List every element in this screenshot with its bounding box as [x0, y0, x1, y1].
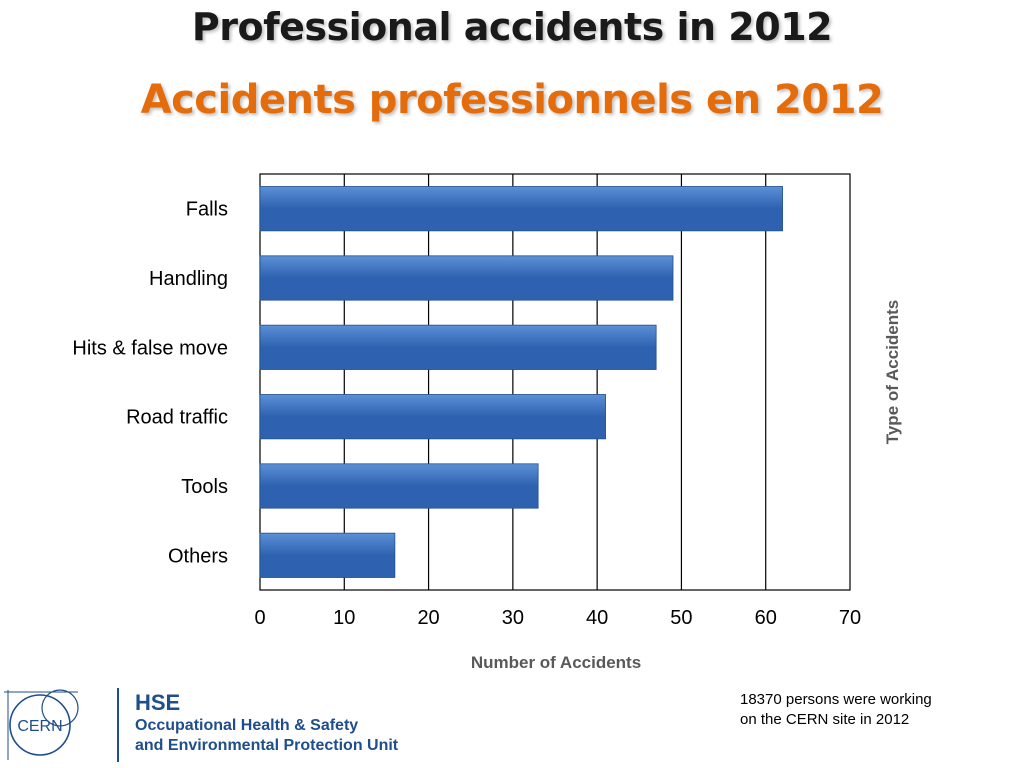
x-tick-label: 0 — [254, 607, 265, 629]
x-tick-label: 60 — [755, 607, 777, 629]
category-label: Hits & false move — [72, 337, 228, 359]
chart-grid — [259, 173, 851, 591]
x-tick-label: 40 — [586, 607, 608, 629]
chart-bars — [259, 186, 783, 578]
category-label: Falls — [186, 199, 228, 221]
category-label: Others — [168, 545, 228, 567]
plot-area — [259, 173, 851, 591]
y-axis-title: Type of Accidents — [883, 300, 902, 445]
bar-chart: Falls Handling Hits & false move Road traff… — [72, 173, 902, 672]
footer-note-line-2: on the CERN site in 2012 — [740, 711, 910, 728]
category-label: Road traffic — [126, 407, 228, 429]
hse-line-1: Occupational Health & Safety — [135, 717, 359, 734]
footer-note-line-1: 18370 persons were working — [740, 691, 932, 708]
hse-line-2: and Environmental Protection Unit — [135, 737, 399, 754]
footer-divider — [117, 688, 119, 762]
category-label: Handling — [149, 268, 228, 290]
cern-logo: CERN — [4, 689, 79, 760]
x-tick-label: 20 — [417, 607, 439, 629]
bar-others — [259, 532, 396, 578]
bar-hits-false-move — [259, 324, 657, 370]
page-title: Professional accidents in 2012 — [191, 5, 833, 49]
category-label: Tools — [181, 476, 228, 498]
x-tick-label: 10 — [333, 607, 355, 629]
bar-tools — [259, 463, 539, 509]
bar-handling — [259, 255, 674, 301]
x-tick-label: 30 — [502, 607, 524, 629]
page-subtitle: Accidents professionnels en 2012 — [140, 77, 884, 123]
x-axis-title: Number of Accidents — [471, 653, 641, 672]
footer-note: 18370 persons were working on the CERN s… — [740, 690, 1010, 730]
x-tick-label: 70 — [839, 607, 861, 629]
bar-falls — [259, 186, 783, 232]
x-tick-labels: 0 10 20 30 40 50 60 70 — [254, 607, 861, 629]
x-tick-label: 50 — [670, 607, 692, 629]
hse-title: HSE — [135, 690, 181, 715]
hse-unit-block: HSE Occupational Health & Safety and Env… — [135, 690, 398, 756]
category-labels: Falls Handling Hits & false move Road traff… — [72, 199, 228, 568]
cern-logo-text: CERN — [17, 718, 62, 735]
bar-road-traffic — [259, 394, 606, 440]
